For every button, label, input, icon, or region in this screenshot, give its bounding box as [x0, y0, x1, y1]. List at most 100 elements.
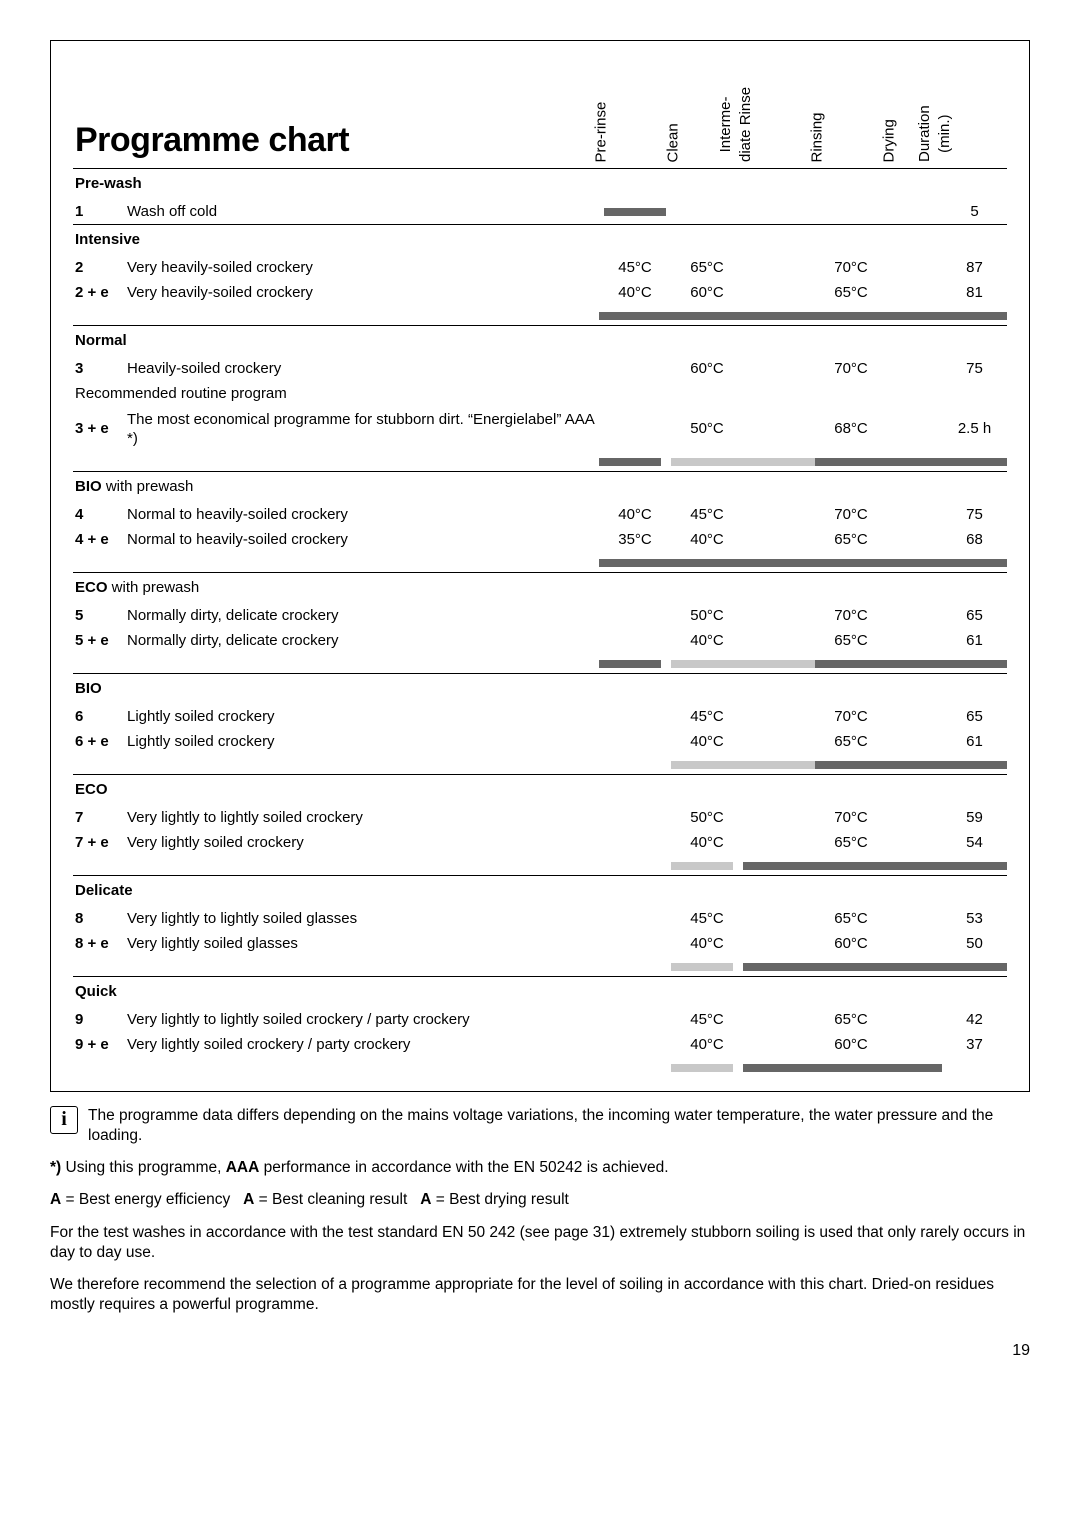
prog-clean: 50°C [671, 603, 743, 629]
prog-rinsing: 60°C [815, 1032, 887, 1058]
prog-desc: Normally dirty, delicate crockery [125, 628, 599, 654]
prog-pre-rinse: 40°C [599, 502, 671, 528]
bar-segment [815, 458, 1007, 466]
table-row: 9 Very lightly to lightly soiled crocker… [73, 1007, 1007, 1033]
prog-rinsing: 65°C [815, 628, 887, 654]
bar-row [73, 553, 1007, 573]
prog-duration: 42 [942, 1007, 1007, 1033]
prog-pre-rinse: 45°C [599, 255, 671, 281]
prog-duration: 2.5 h [942, 407, 1007, 452]
table-row: 5 + e Normally dirty, delicate crockery … [73, 628, 1007, 654]
prog-desc: The most economical programme for stubbo… [125, 407, 599, 452]
prog-rinsing: 65°C [815, 527, 887, 553]
table-row: 3 Heavily-soiled crockery 60°C 70°C 75 [73, 356, 1007, 382]
info-icon: i [50, 1106, 78, 1134]
prog-num: 6 + e [73, 729, 125, 755]
prog-num: 4 [73, 502, 125, 528]
bar-segment [599, 559, 1007, 567]
footer: i The programme data differs depending o… [50, 1106, 1030, 1315]
table-row: 4 + e Normal to heavily-soiled crockery … [73, 527, 1007, 553]
section-normal: Normal [73, 326, 1007, 356]
col-header-duration: Duration(min.) [915, 105, 954, 162]
bar-segment [671, 458, 815, 466]
prog-num: 9 [73, 1007, 125, 1033]
prog-duration: 5 [942, 199, 1007, 225]
prog-clean: 40°C [671, 1032, 743, 1058]
bar-row [73, 654, 1007, 674]
table-row: 3 + e The most economical programme for … [73, 407, 1007, 452]
prog-desc: Very lightly soiled glasses [125, 931, 599, 957]
page-number: 19 [50, 1341, 1030, 1362]
prog-duration: 65 [942, 704, 1007, 730]
col-header-rinsing: Rinsing [808, 112, 828, 162]
prog-desc: Very heavily-soiled crockery [125, 255, 599, 281]
prog-duration: 68 [942, 527, 1007, 553]
prog-pre-rinse: 35°C [599, 527, 671, 553]
prog-rinsing: 70°C [815, 805, 887, 831]
prog-num: 7 [73, 805, 125, 831]
prog-clean: 65°C [671, 255, 743, 281]
table-row: 2 Very heavily-soiled crockery 45°C 65°C… [73, 255, 1007, 281]
prog-desc: Very lightly soiled crockery [125, 830, 599, 856]
prog-clean: 45°C [671, 906, 743, 932]
prog-num: 3 + e [73, 407, 125, 452]
section-eco: ECO [73, 775, 1007, 805]
prog-clean: 50°C [671, 805, 743, 831]
section-delicate: Delicate [73, 876, 1007, 906]
prog-desc: Heavily-soiled crockery [125, 356, 599, 382]
bar-segment [671, 1064, 733, 1072]
programme-table: Programme chart Pre-rinse Clean Interme-… [73, 59, 1007, 1077]
prog-duration: 59 [942, 805, 1007, 831]
bar-row [73, 957, 1007, 977]
prog-num: 2 + e [73, 280, 125, 306]
section-quick: Quick [73, 977, 1007, 1007]
bar-segment [604, 208, 666, 216]
prog-clean: 60°C [671, 280, 743, 306]
prog-desc: Very lightly soiled crockery / party cro… [125, 1032, 599, 1058]
prog-clean: 40°C [671, 931, 743, 957]
prog-rinsing: 70°C [815, 603, 887, 629]
prog-rinsing: 70°C [815, 704, 887, 730]
table-row: 4 Normal to heavily-soiled crockery 40°C… [73, 502, 1007, 528]
prog-duration: 61 [942, 628, 1007, 654]
prog-clean: 45°C [671, 704, 743, 730]
prog-num: 8 + e [73, 931, 125, 957]
prog-desc: Lightly soiled crockery [125, 704, 599, 730]
prog-rinsing: 65°C [815, 906, 887, 932]
bar-row [73, 452, 1007, 472]
bar-segment [743, 963, 1007, 971]
table-row: 1 Wash off cold 5 [73, 199, 1007, 225]
prog-desc: Lightly soiled crockery [125, 729, 599, 755]
prog-num: 4 + e [73, 527, 125, 553]
prog-clean: 40°C [671, 628, 743, 654]
info-text: The programme data differs depending on … [88, 1106, 1030, 1146]
prog-rinsing: 70°C [815, 356, 887, 382]
col-header-drying: Drying [880, 119, 900, 162]
prog-num: 5 [73, 603, 125, 629]
section-bio: BIO [73, 674, 1007, 704]
footnote-recommend: We therefore recommend the selection of … [50, 1275, 1030, 1315]
chart-title: Programme chart [75, 118, 597, 162]
prog-duration: 81 [942, 280, 1007, 306]
prog-desc: Very heavily-soiled crockery [125, 280, 599, 306]
section-prewash: Pre-wash [73, 169, 1007, 199]
prog-desc: Normal to heavily-soiled crockery [125, 527, 599, 553]
bar-segment [599, 458, 661, 466]
table-row: 2 + e Very heavily-soiled crockery 40°C … [73, 280, 1007, 306]
section-bio-prewash: BIO with prewash [73, 472, 1007, 502]
programme-chart-container: Programme chart Pre-rinse Clean Interme-… [50, 40, 1030, 1092]
bar-row [73, 1058, 1007, 1078]
table-row: 6 + e Lightly soiled crockery 40°C 65°C … [73, 729, 1007, 755]
bar-segment [671, 761, 815, 769]
bar-segment [599, 660, 661, 668]
prog-rinsing: 70°C [815, 255, 887, 281]
prog-num: 1 [73, 199, 125, 225]
table-row: 8 Very lightly to lightly soiled glasses… [73, 906, 1007, 932]
bar-row [73, 755, 1007, 775]
table-row: 8 + e Very lightly soiled glasses 40°C 6… [73, 931, 1007, 957]
bar-segment [671, 963, 733, 971]
bar-segment [815, 761, 1007, 769]
bar-segment [671, 862, 733, 870]
prog-num: 8 [73, 906, 125, 932]
bar-segment [671, 660, 815, 668]
